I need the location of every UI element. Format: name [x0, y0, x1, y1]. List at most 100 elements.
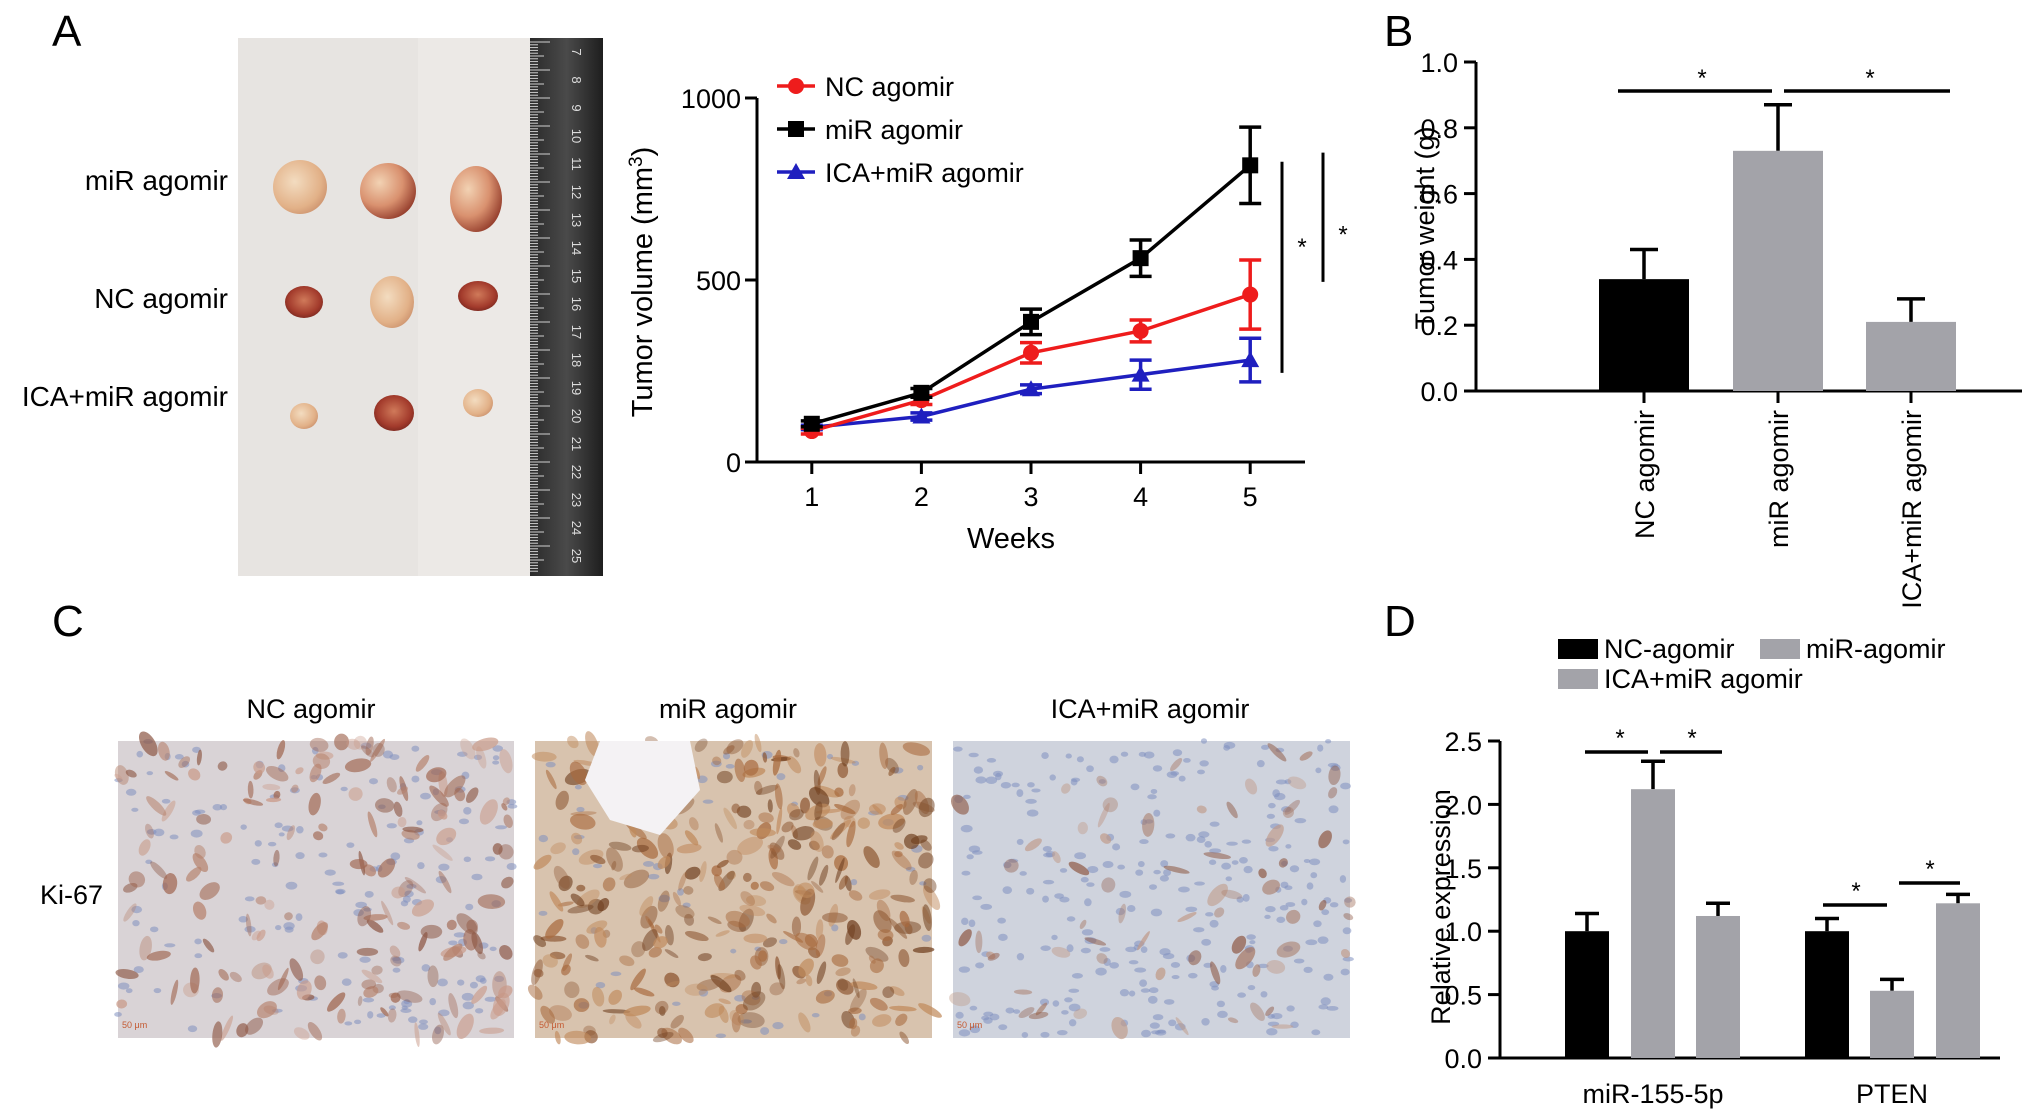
- ihc-stain-patch: [397, 816, 407, 828]
- tumor-sample: [360, 163, 416, 219]
- ihc-nucleus: [1127, 905, 1136, 913]
- ihc-stain-patch: [363, 986, 379, 998]
- ihc-stain-patch: [800, 797, 810, 814]
- ihc-nucleus: [1223, 745, 1231, 751]
- ihc-stain-patch: [375, 798, 395, 813]
- ihc-stain-patch: [696, 979, 722, 991]
- ihc-stain-patch: [873, 910, 892, 934]
- ihc-nucleus: [1183, 757, 1191, 763]
- ihc-stain-patch: [476, 746, 487, 769]
- ihc-stain-patch: [592, 986, 605, 1007]
- data-point: [1242, 157, 1259, 174]
- ihc-nucleus: [779, 939, 788, 945]
- ihc-nucleus: [1201, 1018, 1210, 1026]
- ihc-stain-patch: [1245, 778, 1258, 795]
- ihc-stain-patch: [1318, 899, 1327, 911]
- ihc-stain-patch: [448, 993, 459, 1019]
- ihc-nucleus: [1139, 979, 1148, 987]
- ihc-stain-patch: [725, 910, 750, 928]
- ihc-nucleus: [1011, 782, 1020, 788]
- ihc-stain-patch: [741, 990, 761, 1006]
- ihc-stain-patch: [912, 946, 935, 953]
- ihc-stain-patch: [678, 872, 687, 891]
- ihc-stain-patch: [1226, 801, 1238, 819]
- ihc-nucleus: [363, 907, 372, 912]
- ihc-nucleus: [1342, 839, 1350, 845]
- ihc-stain-patch: [759, 881, 775, 892]
- ihc-nucleus: [506, 862, 517, 871]
- ihc-nucleus: [1026, 887, 1035, 895]
- ihc-nucleus: [1027, 782, 1035, 788]
- ihc-stain-patch: [266, 797, 282, 803]
- y-tick-label: 1.0: [1444, 917, 1482, 947]
- ihc-stain-patch: [256, 929, 266, 942]
- ihc-stain-patch: [501, 803, 508, 811]
- ihc-nucleus: [1276, 916, 1286, 923]
- ihc-nucleus: [1231, 860, 1239, 865]
- ihc-stain-patch: [699, 861, 707, 883]
- panel-a-letter: A: [52, 7, 82, 56]
- ihc-stain-patch: [139, 935, 152, 961]
- ihc-stain-patch: [815, 808, 843, 814]
- ihc-stain-patch: [602, 1009, 631, 1014]
- ihc-nucleus: [1087, 866, 1099, 874]
- ihc-nucleus: [980, 903, 993, 910]
- ihc-nucleus: [324, 869, 336, 876]
- y-tick-label: 2.5: [1444, 727, 1482, 757]
- ihc-nucleus: [340, 786, 348, 792]
- ihc-nucleus: [434, 1026, 442, 1035]
- ihc-nucleus: [1260, 991, 1268, 998]
- ihc-stain-patch: [1084, 937, 1107, 946]
- x-tick-label: 1: [804, 482, 819, 512]
- ihc-stain-patch: [245, 1017, 264, 1035]
- ihc-nucleus: [969, 1005, 978, 1011]
- ihc-nucleus: [998, 1024, 1008, 1031]
- y-tick-label: 0: [726, 448, 741, 478]
- ihc-stain-patch: [684, 931, 709, 942]
- tumor-sample: [463, 389, 493, 417]
- ihc-stain-patch: [146, 950, 171, 961]
- ihc-nucleus: [971, 850, 983, 855]
- ihc-stain-patch: [726, 871, 736, 880]
- ihc-stain-patch: [220, 1015, 234, 1041]
- ihc-nucleus: [187, 1025, 198, 1033]
- ihc-stain-patch: [1267, 743, 1287, 762]
- ihc-stain-patch: [217, 761, 228, 771]
- ihc-nucleus: [1068, 988, 1080, 993]
- panel-d-letter: D: [1384, 597, 1416, 646]
- ihc-nucleus: [360, 742, 372, 749]
- ihc-stain-patch: [735, 1004, 748, 1015]
- ihc-stain-patch: [811, 880, 824, 893]
- ihc-stain-patch: [1097, 802, 1110, 828]
- ihc-stain-patch: [218, 969, 229, 981]
- ruler-number: 24: [569, 521, 584, 535]
- ihc-nucleus: [318, 852, 328, 858]
- ihc-stain-patch: [815, 919, 824, 940]
- tumor-sample: [285, 286, 323, 318]
- ihc-stain-patch: [1286, 909, 1301, 924]
- ihc-stain-patch: [262, 964, 274, 979]
- ihc-nucleus: [437, 978, 448, 987]
- ihc-nucleus: [475, 975, 486, 983]
- ihc-stain-patch: [629, 825, 637, 838]
- ihc-nucleus: [647, 873, 660, 880]
- ihc-stain-patch: [798, 1012, 811, 1033]
- x-tick-label: NC agomir: [1630, 410, 1660, 539]
- ihc-nucleus: [1141, 1029, 1152, 1038]
- ihc-stain-patch: [361, 979, 377, 990]
- ihc-nucleus: [1086, 765, 1094, 773]
- ihc-nucleus: [1159, 875, 1170, 882]
- ihc-stain-patch: [397, 786, 408, 795]
- ihc-stain-patch: [889, 986, 905, 996]
- legend-label: miR agomir: [825, 115, 963, 145]
- ihc-nucleus: [972, 895, 983, 901]
- ihc-nucleus: [461, 992, 474, 1001]
- ihc-stain-patch: [949, 992, 971, 1007]
- data-point: [1023, 313, 1039, 330]
- ihc-nucleus: [114, 778, 123, 783]
- ihc-nucleus: [1134, 967, 1147, 973]
- tumor-photo: 7 8 9 10 11 12 13 14 15 16 17 18 19 20 21 22 23 24 25: [238, 38, 603, 576]
- significance-marker: *: [1925, 856, 1934, 883]
- ihc-nucleus: [169, 834, 179, 840]
